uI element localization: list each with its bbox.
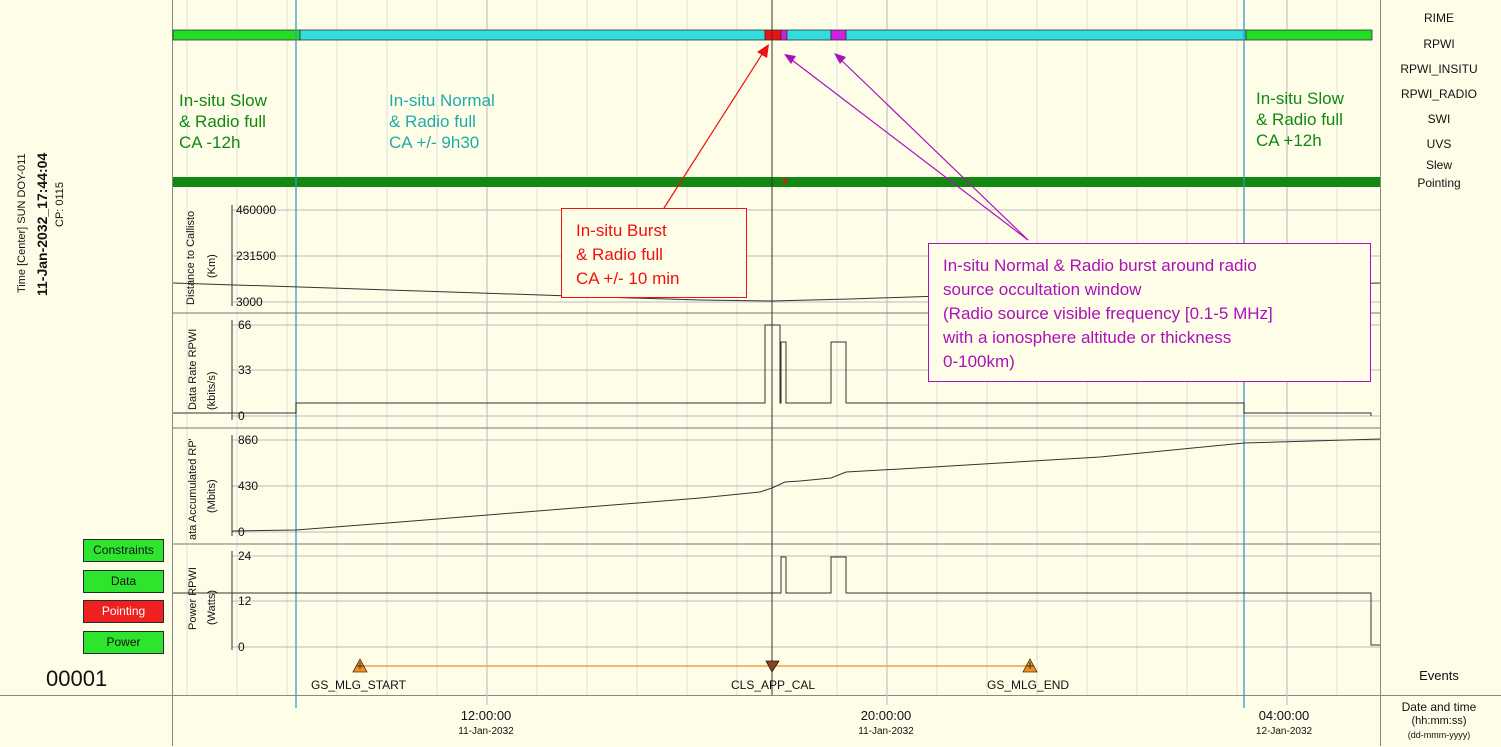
accum-tick-min: 0: [238, 525, 245, 539]
burst-arrow: [663, 44, 769, 209]
rate-tick-mid: 33: [238, 363, 252, 377]
track-label-uvs: UVS: [1426, 137, 1452, 151]
triangle-down-icon[interactable]: [765, 660, 780, 673]
data-rate-curve: [173, 324, 1372, 416]
distance-tick-max: 460000: [236, 203, 277, 217]
date-label-1: 11-Jan-2032: [458, 726, 514, 737]
radio-arrows: [784, 53, 1029, 241]
event-label-gs-start[interactable]: GS_MLG_START: [311, 678, 406, 692]
power-tick-mid: 12: [238, 594, 252, 608]
rate-label: Data Rate RPWI: [187, 328, 199, 410]
burst-callout: In-situ Burst & Radio full CA +/- 10 min: [561, 208, 747, 298]
data-button[interactable]: Data: [83, 570, 164, 593]
pointing-bar: [173, 177, 1380, 187]
mode-label-center: In-situ Normal & Radio full CA +/- 9h30: [389, 91, 495, 152]
date-label-3: 12-Jan-2032: [1255, 726, 1313, 737]
left-panel: Time [Center] SUN DOY-011 11-Jan-2032_17…: [0, 0, 173, 746]
date-label-2: 11-Jan-2032: [858, 726, 914, 737]
track-label-swi: SWI: [1427, 112, 1451, 126]
event-label-gs-end[interactable]: GS_MLG_END: [987, 678, 1070, 692]
distance-label: Distance to Callisto: [185, 210, 197, 305]
accum-label: ata Accumulated RP': [187, 438, 199, 540]
frame-counter: 00001: [46, 666, 108, 691]
track-label-rime: RIME: [1424, 11, 1454, 25]
constraints-button[interactable]: Constraints: [83, 539, 164, 562]
rate-tick-max: 66: [238, 318, 252, 332]
power-units: (Watts): [206, 589, 218, 625]
mode-label-right: In-situ Slow & Radio full CA +12h: [1256, 89, 1344, 150]
axis-format: (dd-mmm-yyyy): [1407, 730, 1471, 740]
track-label-rpwi-insitu: RPWI_INSITU: [1400, 62, 1478, 76]
distance-tick-min: 3000: [236, 295, 263, 309]
mode-label-left: In-situ Slow & Radio full CA -12h: [179, 91, 267, 152]
events-label: Events: [1419, 668, 1459, 683]
power-tick-max: 24: [238, 549, 252, 563]
accum-units: (Mbits): [206, 479, 218, 513]
distance-units: (Km): [206, 254, 218, 278]
track-label-rpwi: RPWI: [1423, 37, 1455, 51]
track-label-slew: Slew: [1425, 158, 1452, 172]
power-label: Power RPWI: [187, 567, 199, 630]
right-panel: RIME RPWI RPWI_INSITU RPWI_RADIO SWI UVS…: [1380, 0, 1501, 746]
time-axis-band: [0, 695, 1501, 747]
time-label-3: 04:00:00: [1258, 708, 1310, 723]
accumulated-curve: [231, 438, 1381, 532]
time-label-2: 20:00:00: [860, 708, 912, 723]
power-curve: [173, 556, 1380, 646]
accum-tick-mid: 430: [238, 479, 259, 493]
axis-units: (hh:mm:ss): [1411, 715, 1467, 727]
track-label-pointing: Pointing: [1417, 176, 1461, 190]
power-button[interactable]: Power: [83, 631, 164, 654]
rate-units: (kbits/s): [206, 371, 218, 411]
rate-tick-min: 0: [238, 409, 245, 423]
radio-callout: In-situ Normal & Radio burst around radi…: [928, 243, 1371, 382]
track-label-rpwi-radio: RPWI_RADIO: [1400, 87, 1477, 101]
pointing-button[interactable]: Pointing: [83, 600, 164, 623]
axis-caption: Date and time: [1401, 700, 1477, 714]
time-label-1: 12:00:00: [460, 708, 512, 723]
event-label-cls-app-cal[interactable]: CLS_APP_CAL: [731, 678, 816, 692]
accum-tick-max: 860: [238, 433, 259, 447]
power-tick-min: 0: [238, 640, 245, 654]
warning-icon[interactable]: [1022, 658, 1038, 673]
rpwi-mode-bar: [172, 29, 1373, 41]
distance-tick-mid: 231500: [236, 249, 277, 263]
warning-icon[interactable]: [352, 658, 368, 673]
